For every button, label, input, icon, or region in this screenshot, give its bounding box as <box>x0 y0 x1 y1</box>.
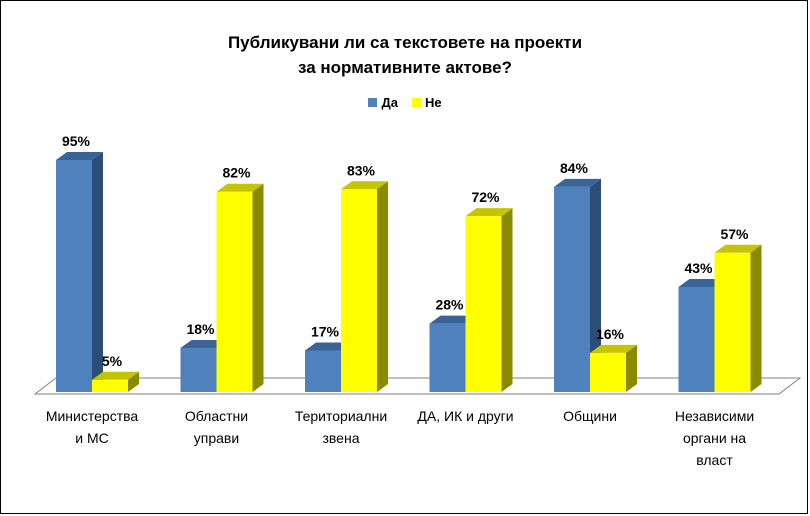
bar-no-2-side <box>252 183 264 392</box>
category-label-2-line-2: управи <box>193 430 240 446</box>
category-label-1-line-2: и МС <box>75 430 109 446</box>
bar-no-1-side <box>128 371 139 392</box>
chart-title: Публикувани ли са текстовете на проекти … <box>0 30 810 80</box>
bar-no-1-top <box>92 371 139 380</box>
bar-yes-2-top <box>180 340 228 349</box>
category-label-3-line-2: звена <box>322 430 360 446</box>
bar-yes-6 <box>678 286 715 392</box>
data-label-yes-5: 84% <box>560 160 589 176</box>
bar-no-4-top <box>465 208 513 217</box>
category-label-3-line-1: Териториални <box>294 408 388 424</box>
data-label-no-5: 16% <box>596 326 625 342</box>
category-label-6-line-2: органи на <box>682 430 747 446</box>
bar-no-6-top <box>714 244 762 253</box>
category-label-5-line-1: Общини <box>563 408 617 424</box>
category-label-4-line-1: ДА, ИК и други <box>417 408 514 424</box>
bar-yes-2 <box>180 348 217 392</box>
category-label-1-line-1: Министерства <box>45 408 139 424</box>
category-label-1: Министерства и МС <box>37 405 147 449</box>
bar-no-6-side <box>750 244 762 392</box>
bar-no-3-top <box>341 181 388 190</box>
bar-yes-5-side <box>590 178 601 392</box>
bar-yes-6-top <box>678 278 726 287</box>
bar-yes-4-top <box>429 315 477 324</box>
category-label-2: Областни управи <box>162 405 272 449</box>
category-label-6-line-1: Независими <box>674 408 755 424</box>
data-label-no-1: 5% <box>102 353 123 369</box>
bar-no-2 <box>216 191 253 392</box>
bar-yes-1-top <box>56 152 103 160</box>
bar-no-5-top <box>590 344 637 353</box>
legend-label-no: Не <box>424 95 442 110</box>
bar-no-5-side <box>626 344 637 392</box>
bar-yes-3-top <box>305 342 352 351</box>
legend-swatch-no <box>411 98 421 107</box>
chart-title-line-2: за нормативните актове? <box>298 58 512 77</box>
chart-legend: Да Не <box>0 95 810 110</box>
bar-no-1 <box>92 379 128 392</box>
legend-item-yes: Да <box>368 95 398 110</box>
data-label-yes-4: 28% <box>435 297 464 313</box>
data-label-yes-6: 43% <box>684 260 713 276</box>
data-label-no-4: 72% <box>471 189 500 205</box>
bar-yes-4 <box>429 323 466 392</box>
data-label-yes-2: 18% <box>186 321 215 337</box>
bar-yes-1 <box>56 160 92 392</box>
bar-no-5 <box>590 352 626 392</box>
bar-yes-5 <box>554 186 590 392</box>
legend-label-yes: Да <box>381 95 398 110</box>
category-label-3: Териториални звена <box>286 405 396 449</box>
data-label-yes-3: 17% <box>311 323 340 339</box>
legend-item-no: Не <box>411 95 442 110</box>
legend-swatch-yes <box>368 98 378 107</box>
category-label-6: Независими органи на власт <box>660 405 770 471</box>
data-label-no-2: 82% <box>222 165 251 181</box>
category-label-2-line-1: Областни <box>184 408 249 424</box>
category-label-4: ДА, ИК и други <box>411 405 521 427</box>
bar-yes-3 <box>305 350 341 392</box>
data-label-no-6: 57% <box>720 226 749 242</box>
bar-no-2-top <box>216 183 264 192</box>
bar-yes-5-top <box>554 178 601 187</box>
bar-no-3-side <box>377 181 388 392</box>
data-label-yes-1: 95% <box>62 133 91 149</box>
chart-title-line-1: Публикувани ли са текстовете на проекти <box>227 33 583 52</box>
bar-no-6 <box>714 252 751 392</box>
bar-yes-1-side <box>92 152 103 392</box>
bar-no-4-side <box>501 208 513 392</box>
bar-no-3 <box>341 189 377 392</box>
data-label-no-3: 83% <box>347 162 376 178</box>
category-label-5: Общини <box>535 405 645 427</box>
category-label-6-line-3: власт <box>696 452 733 468</box>
bar-no-4 <box>465 216 502 392</box>
